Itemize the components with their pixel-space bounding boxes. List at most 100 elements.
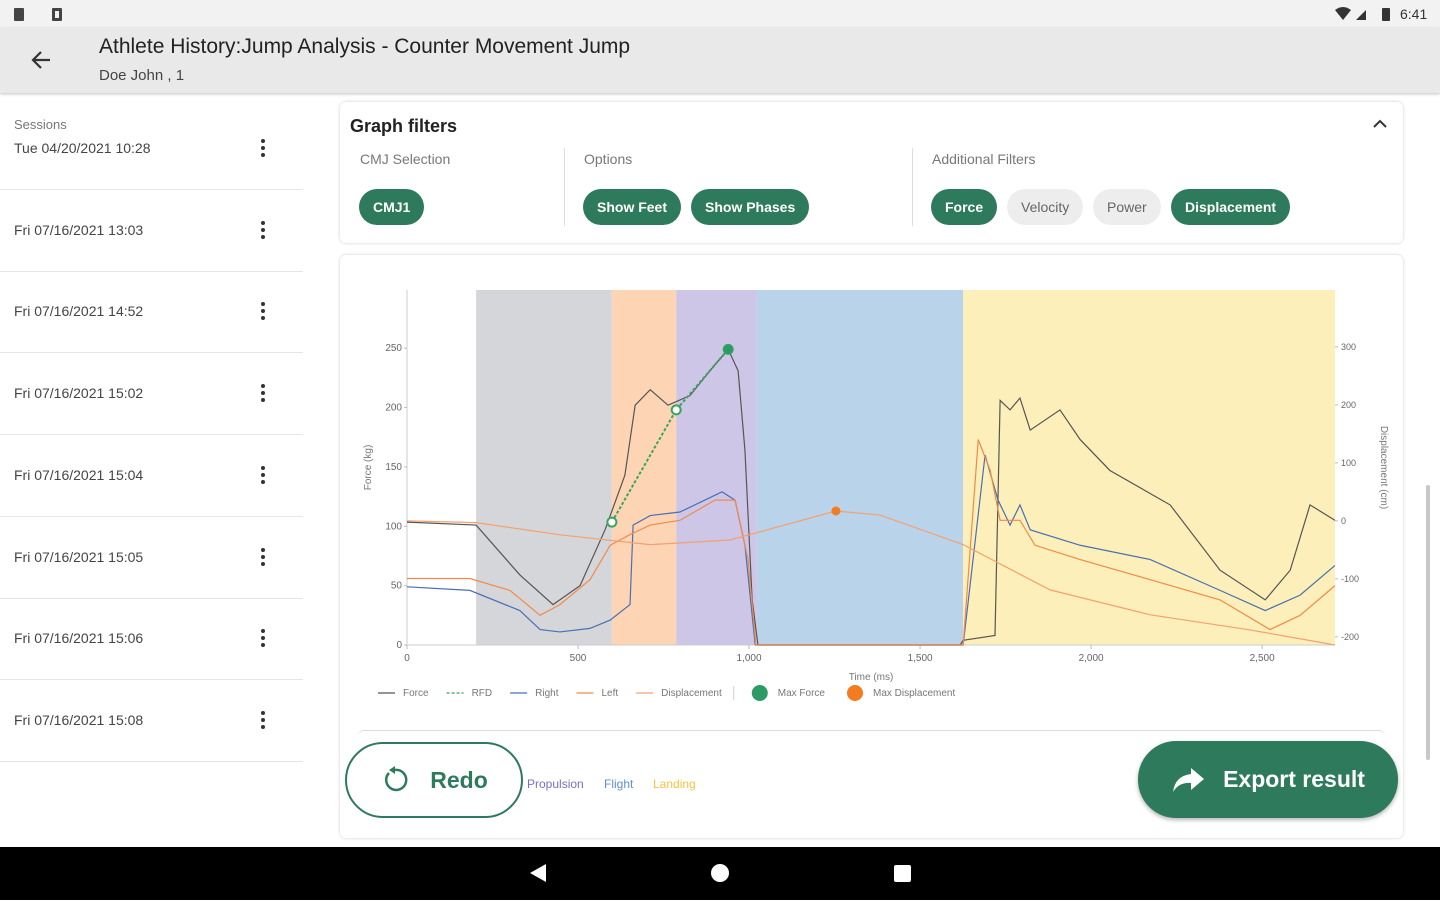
session-date: Fri 07/16/2021 15:05 — [14, 548, 144, 565]
divider — [912, 148, 913, 226]
session-item[interactable]: Fri 07/16/2021 15:08 — [0, 680, 303, 762]
session-date: Fri 07/16/2021 15:08 — [14, 711, 144, 728]
filter-chip[interactable]: CMJ1 — [359, 189, 425, 225]
filter-chip[interactable]: Velocity — [1007, 189, 1084, 225]
collapse-button[interactable] — [1372, 118, 1388, 130]
marker — [831, 506, 841, 516]
marker — [723, 344, 733, 354]
session-item[interactable]: Fri 07/16/2021 15:02 — [0, 353, 303, 436]
filter-chip[interactable]: Show Feet — [583, 189, 682, 225]
x-tick-label: 1,500 — [908, 653, 933, 664]
chart: 0 500 1,000 1,500 2,000 2,500 0 50 100 150 200 250 -… — [363, 290, 1389, 701]
y2-axis-label: Displacement (cm) — [1378, 426, 1389, 509]
y2-tick-label: 200 — [1341, 400, 1356, 410]
phase-legend-label: Propulsion — [527, 777, 584, 791]
legend-label: Displacement — [661, 688, 722, 699]
more-menu[interactable] — [259, 465, 267, 485]
legend-label: Right — [535, 688, 559, 699]
x-tick-label: 2,000 — [1079, 653, 1104, 664]
session-item[interactable]: Fri 07/16/2021 15:05 — [0, 517, 303, 599]
y-tick-label: 250 — [385, 343, 402, 354]
clock: 6:41 — [1400, 6, 1428, 22]
session-item[interactable]: Fri 07/16/2021 13:03 — [0, 190, 303, 272]
sessions-label: Sessions — [14, 117, 67, 132]
scrollbar — [1426, 485, 1430, 760]
legend-label: Left — [601, 688, 618, 699]
series-line — [611, 348, 729, 523]
legend-label: Force — [403, 688, 429, 699]
phase-legend-label: Landing — [653, 777, 696, 791]
y2-tick-label: 0 — [1341, 516, 1346, 526]
x-tick-label: 0 — [404, 653, 410, 664]
redo-button[interactable]: Redo — [345, 742, 523, 818]
session-date: Fri 07/16/2021 15:06 — [14, 630, 144, 647]
y-tick-label: 200 — [385, 403, 402, 414]
session-item[interactable]: Fri 07/16/2021 15:04 — [0, 435, 303, 517]
phase-band — [676, 290, 757, 645]
session-item[interactable]: Fri 07/16/2021 14:52 — [0, 271, 303, 354]
export-label: Export result — [1223, 766, 1365, 792]
divider — [564, 148, 565, 226]
filter-chip[interactable]: Force — [931, 189, 998, 225]
navigation-bar — [0, 847, 1440, 900]
page-title: Athlete History:Jump Analysis - Counter … — [99, 35, 631, 58]
legend-swatch — [847, 685, 863, 701]
legend-label: Max Displacement — [873, 688, 955, 699]
redo-label: Redo — [430, 766, 488, 793]
export-button[interactable]: Export result — [1138, 741, 1398, 818]
filters-title: Graph filters — [350, 116, 458, 136]
more-menu[interactable] — [259, 220, 267, 240]
session-date: Fri 07/16/2021 15:04 — [14, 466, 144, 483]
status-bar: 6:41 — [0, 0, 1440, 28]
series-line — [407, 439, 1336, 646]
app-bar — [0, 28, 1440, 93]
more-menu[interactable] — [259, 710, 267, 730]
nav-buttons — [530, 864, 911, 882]
y-axis-label: Force (kg) — [363, 445, 374, 491]
filter-group-label: Options — [584, 151, 633, 167]
y2-tick-label: 100 — [1341, 458, 1356, 468]
session-date: Tue 04/20/2021 10:28 — [14, 140, 151, 156]
share-icon — [1173, 767, 1205, 792]
x-tick-label: 1,000 — [737, 653, 762, 664]
session-date: Fri 07/16/2021 15:02 — [14, 385, 144, 402]
filter-chip[interactable]: Power — [1093, 189, 1161, 225]
y-tick-label: 0 — [396, 640, 402, 651]
x-axis-label: Time (ms) — [849, 672, 894, 683]
nav-recents[interactable] — [894, 865, 911, 882]
filter-chip[interactable]: Displacement — [1171, 189, 1291, 225]
phase-band — [476, 290, 612, 645]
filter-group-label: Additional Filters — [932, 151, 1036, 167]
session-date: Fri 07/16/2021 13:03 — [14, 221, 144, 238]
more-menu[interactable] — [259, 383, 267, 403]
back-button[interactable] — [30, 49, 52, 71]
x-tick-label: 2,500 — [1250, 653, 1275, 664]
filter-chip[interactable]: Show Phases — [691, 189, 810, 225]
legend-swatch — [751, 685, 768, 701]
more-menu[interactable] — [259, 547, 267, 567]
more-menu[interactable] — [259, 628, 267, 648]
series-line — [406, 510, 1336, 646]
session-date: Fri 07/16/2021 14:52 — [14, 303, 144, 320]
phase-legend-label: Flight — [604, 777, 634, 791]
session-item[interactable]: Tue 04/20/2021 10:28 — [0, 108, 303, 190]
y2-tick-label: -200 — [1341, 632, 1359, 642]
more-menu[interactable] — [259, 301, 267, 321]
status-icons — [14, 8, 62, 21]
x-tick-label: 500 — [570, 653, 587, 664]
y-tick-label: 50 — [391, 581, 403, 592]
legend-label: Max Force — [778, 688, 826, 699]
nav-back[interactable] — [530, 864, 546, 882]
series-point — [606, 516, 618, 528]
y2-tick-label: -100 — [1341, 574, 1359, 584]
more-menu[interactable] — [259, 138, 267, 158]
session-item[interactable]: Fri 07/16/2021 15:06 — [0, 598, 303, 681]
system-icons — [1335, 7, 1390, 21]
series-point — [670, 404, 682, 416]
nav-home[interactable] — [711, 864, 729, 882]
phase-band — [963, 290, 1335, 645]
filter-group-label: CMJ Selection — [360, 151, 451, 167]
legend-label: RFD — [472, 688, 493, 699]
y2-tick-label: 300 — [1341, 342, 1356, 352]
